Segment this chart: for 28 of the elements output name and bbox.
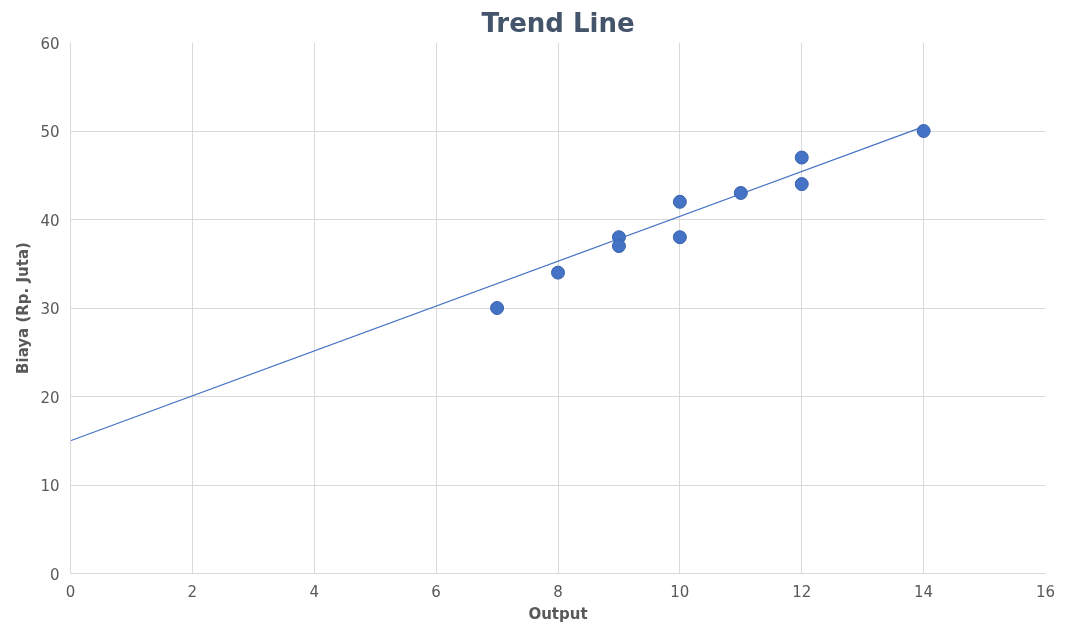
x-tick-label: 8 (553, 582, 563, 601)
point (794, 177, 809, 192)
point (916, 124, 931, 138)
x-tick-label: 6 (431, 582, 441, 601)
x-axis-title: Output (528, 604, 588, 623)
y-tick-label: 50 (40, 123, 60, 141)
y-tick-label: 20 (40, 388, 60, 407)
x-tick-label: 10 (670, 582, 690, 601)
point (672, 194, 687, 209)
point (611, 239, 626, 254)
y-tick-label: 0 (49, 565, 60, 584)
y-axis-title: Biaya (Rp. Juta) (14, 242, 33, 374)
point (733, 185, 748, 200)
x-tick-label: 0 (65, 582, 76, 601)
x-tick-label: 12 (792, 582, 812, 601)
y-tick-label: 30 (40, 300, 60, 318)
point (794, 150, 809, 165)
x-tick-label: 16 (1035, 582, 1056, 601)
y-tick-label: 40 (40, 211, 60, 230)
y-tick-label: 60 (40, 34, 60, 53)
chart-title: Trend Line (481, 7, 635, 38)
point (551, 265, 565, 280)
x-tick-label: 14 (914, 582, 934, 601)
y-tick-label: 10 (40, 477, 60, 495)
point (490, 301, 505, 315)
x-tick-label: 2 (187, 582, 198, 601)
x-tick-label: 4 (309, 582, 320, 601)
point (672, 230, 687, 245)
